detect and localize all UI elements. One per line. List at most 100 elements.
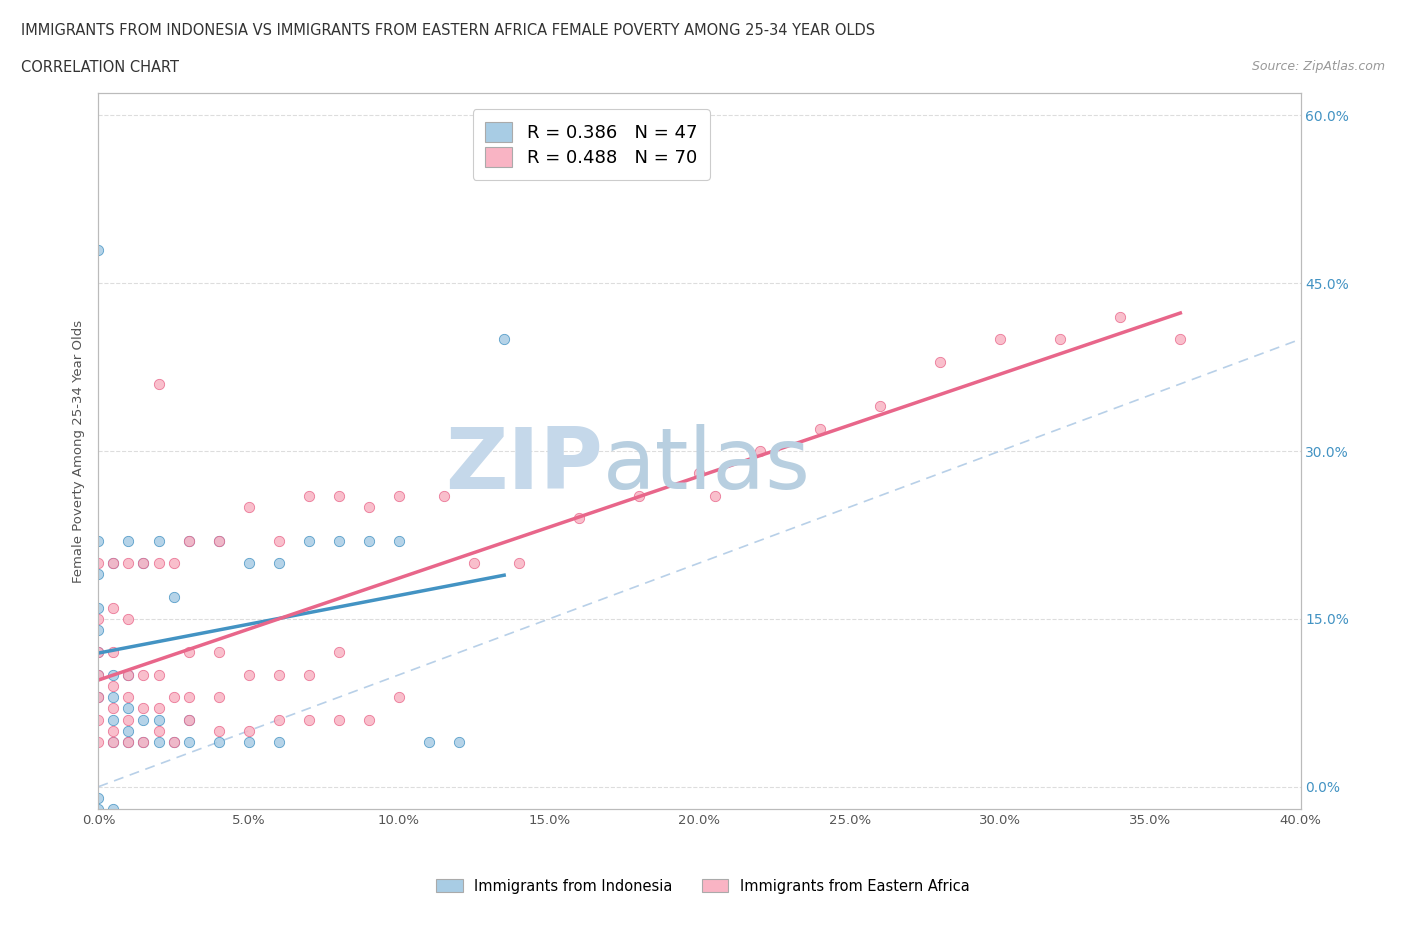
Point bbox=[148, 533, 170, 548]
Point bbox=[87, 555, 110, 570]
Point bbox=[87, 645, 110, 660]
Legend: R = 0.386   N = 47, R = 0.488   N = 70: R = 0.386 N = 47, R = 0.488 N = 70 bbox=[472, 109, 710, 179]
Point bbox=[1170, 332, 1192, 347]
Point bbox=[132, 555, 155, 570]
Point bbox=[162, 735, 184, 750]
Point bbox=[87, 566, 110, 581]
Point bbox=[117, 701, 139, 716]
Point bbox=[117, 668, 139, 683]
Point bbox=[117, 813, 139, 828]
Point bbox=[388, 533, 411, 548]
Point bbox=[177, 712, 200, 727]
Point bbox=[132, 735, 155, 750]
Point bbox=[132, 701, 155, 716]
Point bbox=[328, 645, 350, 660]
Point bbox=[103, 679, 125, 694]
Point bbox=[87, 690, 110, 705]
Point bbox=[87, 790, 110, 805]
Y-axis label: Female Poverty Among 25-34 Year Olds: Female Poverty Among 25-34 Year Olds bbox=[72, 320, 86, 582]
Point bbox=[689, 466, 711, 481]
Point bbox=[87, 645, 110, 660]
Point bbox=[208, 533, 231, 548]
Text: CORRELATION CHART: CORRELATION CHART bbox=[21, 60, 179, 75]
Point bbox=[148, 724, 170, 738]
Point bbox=[162, 690, 184, 705]
Point bbox=[103, 690, 125, 705]
Point bbox=[508, 555, 530, 570]
Point bbox=[117, 712, 139, 727]
Point bbox=[103, 735, 125, 750]
Point bbox=[628, 488, 651, 503]
Point bbox=[357, 712, 380, 727]
Point bbox=[177, 533, 200, 548]
Point bbox=[103, 712, 125, 727]
Point bbox=[238, 735, 260, 750]
Point bbox=[988, 332, 1011, 347]
Point bbox=[162, 735, 184, 750]
Point bbox=[238, 724, 260, 738]
Point bbox=[148, 712, 170, 727]
Point bbox=[267, 668, 290, 683]
Point bbox=[103, 645, 125, 660]
Point bbox=[1049, 332, 1071, 347]
Point bbox=[177, 712, 200, 727]
Point bbox=[103, 701, 125, 716]
Point bbox=[87, 623, 110, 638]
Point bbox=[447, 735, 470, 750]
Point bbox=[87, 533, 110, 548]
Point bbox=[177, 645, 200, 660]
Point bbox=[177, 735, 200, 750]
Point bbox=[148, 377, 170, 392]
Point bbox=[103, 802, 125, 817]
Legend: Immigrants from Indonesia, Immigrants from Eastern Africa: Immigrants from Indonesia, Immigrants fr… bbox=[430, 872, 976, 899]
Point bbox=[87, 242, 110, 257]
Point bbox=[177, 690, 200, 705]
Point bbox=[267, 712, 290, 727]
Point bbox=[117, 690, 139, 705]
Point bbox=[87, 802, 110, 817]
Point bbox=[808, 421, 831, 436]
Point bbox=[148, 668, 170, 683]
Point bbox=[748, 444, 770, 458]
Point bbox=[298, 712, 321, 727]
Point bbox=[328, 533, 350, 548]
Point bbox=[103, 735, 125, 750]
Point bbox=[267, 533, 290, 548]
Point bbox=[162, 555, 184, 570]
Point bbox=[87, 668, 110, 683]
Point bbox=[357, 499, 380, 514]
Point bbox=[357, 533, 380, 548]
Point bbox=[162, 589, 184, 604]
Point bbox=[132, 735, 155, 750]
Point bbox=[177, 533, 200, 548]
Point bbox=[103, 668, 125, 683]
Point bbox=[87, 813, 110, 828]
Point bbox=[87, 668, 110, 683]
Point bbox=[87, 735, 110, 750]
Point bbox=[132, 668, 155, 683]
Point bbox=[463, 555, 485, 570]
Text: IMMIGRANTS FROM INDONESIA VS IMMIGRANTS FROM EASTERN AFRICA FEMALE POVERTY AMONG: IMMIGRANTS FROM INDONESIA VS IMMIGRANTS … bbox=[21, 23, 875, 38]
Point bbox=[117, 533, 139, 548]
Point bbox=[267, 735, 290, 750]
Point bbox=[388, 690, 411, 705]
Point bbox=[132, 555, 155, 570]
Point bbox=[388, 488, 411, 503]
Point bbox=[87, 690, 110, 705]
Point bbox=[117, 611, 139, 626]
Text: ZIP: ZIP bbox=[446, 424, 603, 507]
Point bbox=[238, 499, 260, 514]
Point bbox=[328, 712, 350, 727]
Point bbox=[148, 701, 170, 716]
Point bbox=[132, 712, 155, 727]
Point bbox=[568, 511, 591, 525]
Point bbox=[117, 555, 139, 570]
Point bbox=[298, 533, 321, 548]
Point bbox=[703, 488, 725, 503]
Point bbox=[103, 600, 125, 615]
Point bbox=[418, 735, 440, 750]
Point bbox=[298, 488, 321, 503]
Text: atlas: atlas bbox=[603, 424, 811, 507]
Point bbox=[117, 735, 139, 750]
Point bbox=[103, 555, 125, 570]
